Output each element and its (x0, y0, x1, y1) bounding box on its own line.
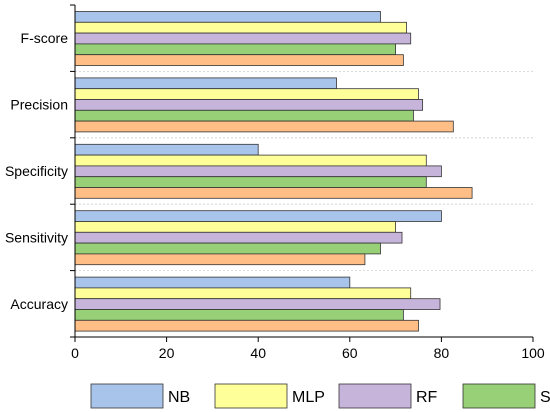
bar-svm-accuracy (74, 309, 404, 321)
bar-mlp-precision (74, 88, 419, 100)
legend-swatch-svm (462, 383, 536, 409)
x-tick-label: 60 (342, 345, 358, 361)
bar-svm-specificity (74, 176, 427, 188)
bar-nb-f-score (74, 11, 381, 23)
x-tick-label: 0 (71, 345, 79, 361)
bar-knn-sensitivity (74, 253, 366, 266)
grid-lines (75, 71, 533, 272)
legend-label-nb: NB (168, 389, 190, 406)
bar-nb-precision (74, 77, 337, 90)
bar-mlp-specificity (74, 154, 427, 167)
y-tick-label: Precision (10, 97, 68, 113)
bar-rf-precision (74, 99, 424, 111)
legend: NBMLPRFSVMKNN (90, 383, 550, 409)
bars (74, 11, 473, 332)
x-tick-labels: 0 20 40 60 80 100 (71, 345, 545, 361)
bar-rf-f-score (74, 32, 412, 45)
legend-swatch-rf (338, 383, 412, 409)
x-tick-label: 40 (250, 345, 266, 361)
bar-svm-sensitivity (74, 242, 381, 255)
bar-knn-precision (74, 120, 454, 133)
bar-knn-f-score (74, 54, 404, 66)
legend-swatch-mlp (214, 383, 288, 409)
legend-swatch-nb (90, 383, 164, 409)
bar-nb-accuracy (74, 276, 351, 289)
legend-label-mlp: MLP (292, 389, 325, 406)
legend-label-rf: RF (416, 389, 438, 406)
bar-rf-accuracy (74, 298, 441, 310)
legend-label-svm: SVM (540, 389, 550, 406)
bar-nb-specificity (74, 143, 259, 156)
bar-mlp-sensitivity (74, 221, 397, 233)
x-tick-label: 80 (434, 345, 450, 361)
y-tick-label: Sensitivity (5, 229, 68, 245)
bar-mlp-f-score (74, 21, 407, 34)
x-tick-label: 20 (159, 345, 175, 361)
bar-nb-sensitivity (74, 210, 442, 222)
bar-svm-f-score (74, 43, 397, 56)
bar-rf-sensitivity (74, 231, 403, 244)
y-tick-label: F-score (21, 30, 69, 46)
y-tick-label: Accuracy (10, 296, 68, 312)
bar-knn-accuracy (74, 319, 419, 332)
y-tick-labels: F-score Precision Specificity Sensitivity Ac… (5, 30, 68, 312)
y-tick-label: Specificity (5, 163, 68, 179)
bar-svm-precision (74, 109, 414, 122)
bar-mlp-accuracy (74, 287, 412, 300)
bar-knn-specificity (74, 187, 473, 199)
bar-rf-specificity (74, 165, 442, 178)
axes (70, 4, 534, 342)
x-tick-label: 100 (521, 345, 545, 361)
